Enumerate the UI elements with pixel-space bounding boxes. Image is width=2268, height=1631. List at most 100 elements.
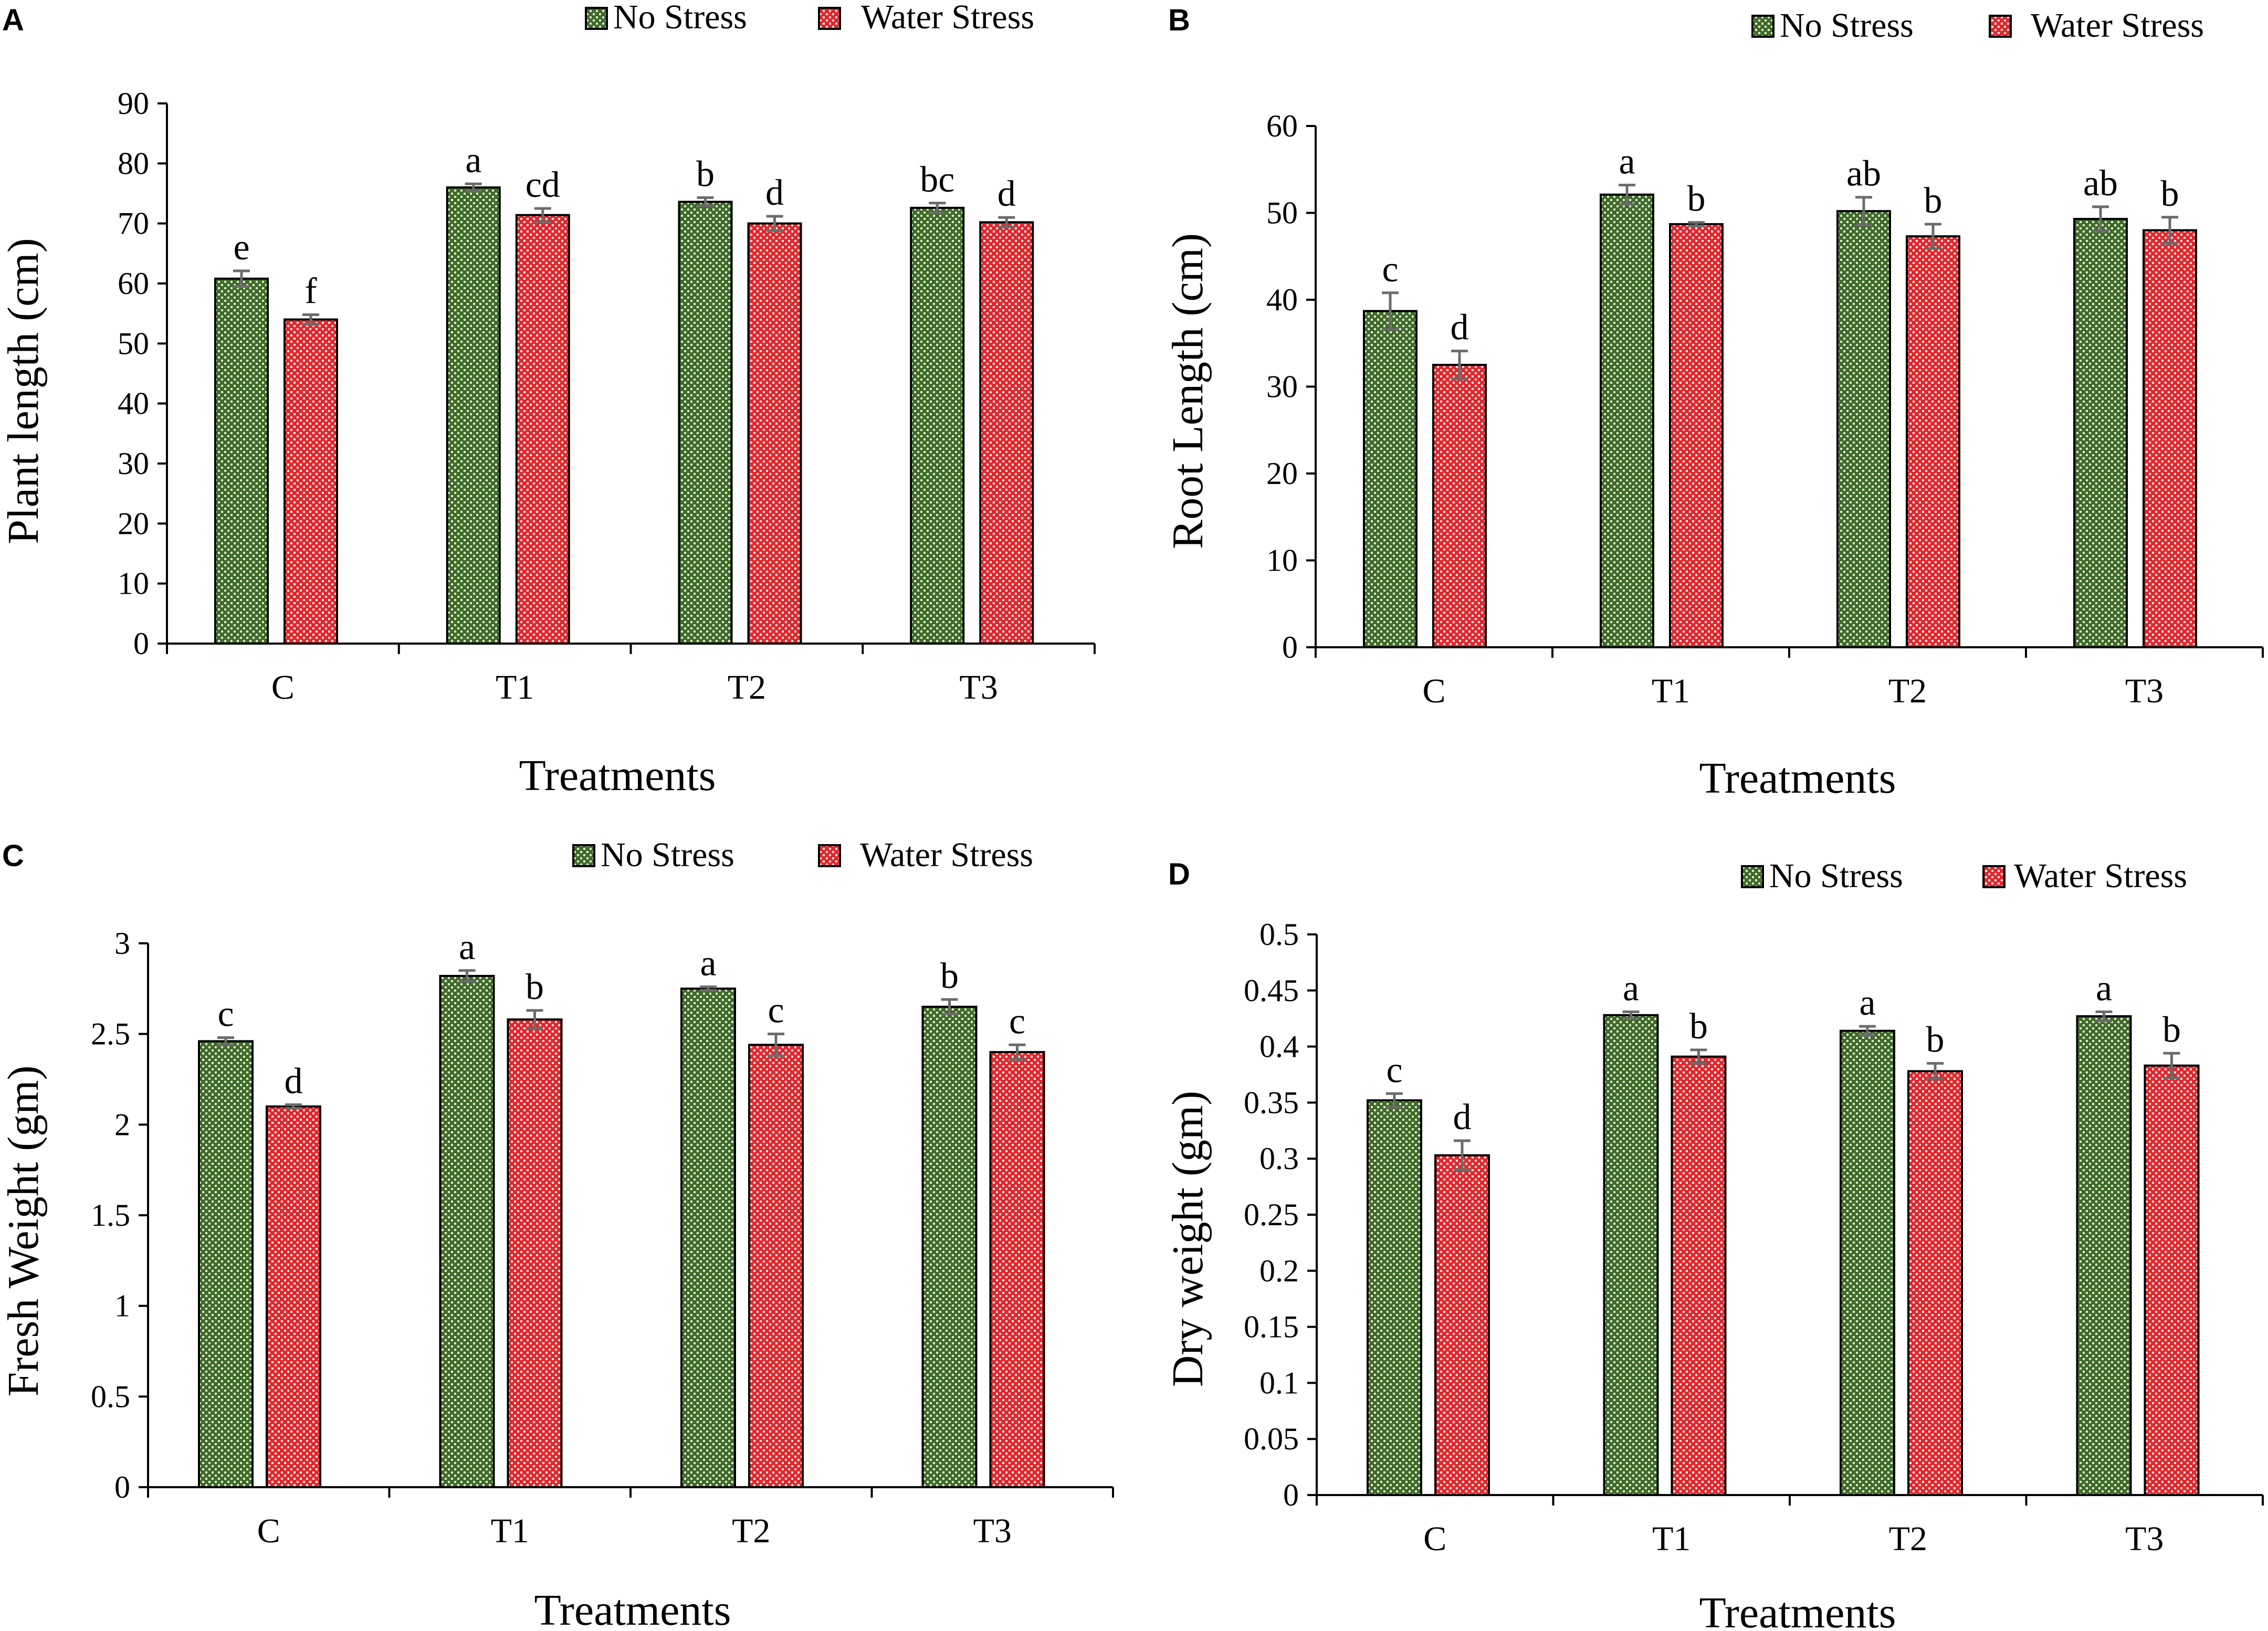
- y-tick-label: 30: [118, 446, 149, 481]
- significance-label: cd: [526, 165, 560, 205]
- legend-swatch-no-stress: [585, 7, 608, 30]
- x-tick-label: T3: [2125, 672, 2164, 710]
- significance-label: f: [304, 271, 317, 311]
- y-tick-label: 0.05: [1244, 1422, 1299, 1456]
- bar-water-stress-c: [284, 318, 338, 645]
- significance-label: b: [2161, 174, 2179, 214]
- y-axis-title: Dry weight (gm): [1163, 1091, 1212, 1387]
- x-tick-label: T1: [1652, 1520, 1690, 1558]
- bar-no-stress-t2: [678, 201, 733, 645]
- legend: No Stress Water Stress: [572, 836, 1033, 874]
- bar-no-stress-t3: [921, 1005, 978, 1489]
- y-tick-label: 0: [133, 626, 149, 661]
- y-tick-label: 30: [1266, 370, 1298, 404]
- bar-no-stress-t1: [446, 186, 501, 645]
- significance-label: b: [1689, 1006, 1708, 1047]
- plot-area: 0 0.5 1 1.5 2 2.5 3 Cc d T1 a b T2 a c T3 b c: [91, 926, 1114, 1550]
- y-tick-label: 2.5: [91, 1017, 130, 1051]
- significance-label: b: [696, 154, 715, 195]
- y-tick-label: 50: [118, 326, 149, 361]
- significance-label: d: [765, 173, 784, 213]
- x-tick-label: C: [1422, 672, 1445, 710]
- x-tick-label: T1: [1652, 672, 1690, 710]
- significance-label: b: [1926, 1020, 1945, 1060]
- bar-no-stress-t3: [2073, 218, 2128, 648]
- x-tick-label: C: [257, 1512, 280, 1550]
- legend-swatch-no-stress: [1741, 865, 1764, 888]
- y-tick-label: 40: [118, 386, 149, 421]
- plot-area: 0 0.05 0.1 0.15 0.2 0.25 0.3 0.35 0.4 0.45 0.5 Cc d T…: [1244, 917, 2264, 1558]
- y-tick-label: 0.3: [1259, 1141, 1299, 1176]
- legend: No Stress Water Stress: [585, 0, 1034, 36]
- bar-water-stress-c: [1434, 1154, 1490, 1496]
- x-axis-title: Treatments: [1699, 754, 1896, 803]
- y-tick-label: 0.5: [91, 1379, 130, 1414]
- significance-label: a: [2096, 968, 2112, 1008]
- panel-letter-b: B: [1168, 3, 1190, 37]
- bar-no-stress-c: [1367, 1099, 1422, 1496]
- significance-label: d: [998, 174, 1016, 214]
- y-tick-label: 0: [1283, 1478, 1299, 1512]
- significance-label: ab: [2083, 163, 2118, 204]
- significance-label: b: [2162, 1009, 2181, 1050]
- significance-label: d: [1453, 1097, 1472, 1138]
- y-tick-label: 70: [118, 206, 149, 241]
- bar-water-stress-t3: [2144, 1064, 2200, 1496]
- y-tick-label: 0: [1282, 630, 1298, 665]
- y-tick-label: 1.5: [91, 1198, 130, 1233]
- bar-no-stress-t3: [2076, 1015, 2132, 1496]
- bar-no-stress-t2: [680, 987, 736, 1489]
- panel-letter-c: C: [2, 839, 24, 873]
- bar-no-stress-c: [198, 1040, 254, 1488]
- y-tick-label: 10: [118, 566, 149, 601]
- panel-c: C No Stress Water Stress 0 0.5 1 1.5 2 2.5 3 Cc…: [0, 836, 1114, 1631]
- significance-label: a: [1619, 142, 1635, 182]
- x-tick-label: T1: [496, 668, 534, 707]
- x-tick-label: C: [271, 668, 295, 707]
- significance-label: b: [940, 956, 959, 996]
- legend-label-no-stress: No Stress: [601, 836, 734, 874]
- bar-water-stress-t1: [1669, 223, 1724, 648]
- legend-label-water-stress: Water Stress: [861, 0, 1034, 36]
- legend: No Stress Water Stress: [1741, 857, 2187, 895]
- y-tick-label: 80: [118, 146, 149, 181]
- x-axis-title: Treatments: [534, 1586, 731, 1631]
- y-tick-label: 0.2: [1259, 1254, 1299, 1288]
- bar-no-stress-t2: [1840, 1029, 1895, 1497]
- significance-label: b: [1687, 179, 1706, 219]
- legend-swatch-water-stress: [818, 844, 841, 867]
- legend-swatch-water-stress: [1989, 15, 2012, 38]
- plot-area: 0 10 20 30 40 50 60 70 80 90 Ce f T1 a cd T2 b d T3 bc d: [118, 86, 1096, 707]
- significance-label: c: [1386, 1050, 1402, 1090]
- significance-label: b: [1924, 181, 1942, 221]
- bar-no-stress-c: [1363, 310, 1418, 648]
- legend-swatch-water-stress: [1982, 865, 2006, 888]
- panel-b: B No Stress Water Stress 0 10 20 30 40 50 60 Cc…: [1163, 3, 2264, 803]
- bar-water-stress-t1: [1671, 1055, 1727, 1496]
- legend-label-no-stress: No Stress: [1769, 857, 1903, 895]
- y-tick-label: 60: [118, 266, 149, 301]
- bar-water-stress-t2: [747, 222, 802, 645]
- x-tick-label: C: [1423, 1520, 1446, 1558]
- significance-label: a: [1859, 983, 1875, 1023]
- y-tick-label: 0.15: [1244, 1310, 1299, 1344]
- significance-label: c: [1009, 1001, 1025, 1041]
- significance-label: b: [526, 967, 544, 1007]
- legend-swatch-no-stress: [1751, 15, 1774, 38]
- y-tick-label: 0.35: [1244, 1085, 1299, 1120]
- bar-water-stress-c: [1432, 364, 1487, 648]
- x-tick-label: T2: [1888, 672, 1927, 710]
- x-tick-label: T1: [491, 1512, 529, 1550]
- significance-label: c: [217, 994, 234, 1035]
- significance-label: a: [465, 140, 481, 181]
- bar-water-stress-t1: [507, 1018, 563, 1489]
- legend-label-no-stress: No Stress: [613, 0, 747, 36]
- y-tick-label: 1: [114, 1289, 130, 1323]
- significance-label: a: [700, 943, 716, 984]
- y-tick-label: 50: [1266, 196, 1298, 230]
- significance-label: c: [1382, 249, 1398, 290]
- legend-swatch-no-stress: [572, 844, 595, 867]
- bar-no-stress-t3: [910, 206, 965, 645]
- y-tick-label: 3: [114, 926, 130, 961]
